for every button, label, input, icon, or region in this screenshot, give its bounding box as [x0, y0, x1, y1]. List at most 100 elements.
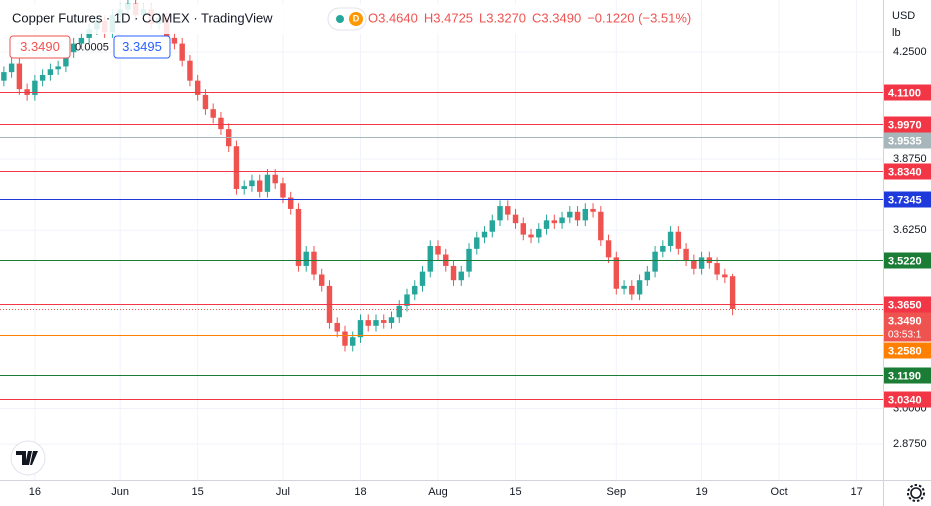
sell-price: 3.3490 [20, 39, 60, 54]
candle-body [334, 322, 340, 332]
x-tick-label: 16 [29, 486, 41, 498]
candle-body [381, 320, 387, 323]
status-dot [336, 15, 344, 23]
spread: 0.0005 [75, 41, 109, 53]
candle-body [512, 214, 519, 224]
candle-body [171, 37, 178, 44]
level-label: 4.1100 [884, 84, 931, 101]
candle-body [194, 80, 201, 95]
countdown-bg [884, 327, 931, 342]
candle-body [412, 285, 418, 295]
buy-price: 3.3495 [122, 39, 162, 54]
unit[interactable]: lb [892, 27, 901, 39]
countdown: 03:53:1 [888, 330, 922, 341]
level-label: 3.8340 [884, 163, 931, 180]
y-tick-label: 3.8750 [893, 153, 927, 165]
candle-body [39, 74, 46, 81]
x-tick-label: Sep [607, 486, 627, 498]
level-label-text: 3.7345 [888, 194, 922, 206]
tv-logo [10, 440, 46, 476]
candle-body [505, 206, 511, 215]
level-label: 3.9535 [884, 132, 931, 149]
candle-body [675, 231, 682, 249]
candle-body [458, 271, 464, 281]
level-label-bg [884, 163, 931, 180]
candle-body [427, 245, 433, 272]
symbol-title: Copper Futures · 1D · COMEX · TradingVie… [12, 10, 273, 25]
candle-body [16, 63, 23, 90]
candle-body [311, 251, 317, 275]
level-label-text: 3.3650 [888, 299, 922, 311]
level-label-bg [884, 252, 931, 269]
candle-body [729, 276, 736, 309]
sell-box[interactable] [9, 35, 71, 59]
candle-body [652, 251, 658, 272]
candle-body [365, 320, 371, 326]
candle-body [404, 294, 410, 306]
candle-body [629, 285, 635, 295]
candle-body [202, 94, 209, 110]
currency[interactable]: USD [892, 10, 915, 22]
level-label-bg [884, 391, 931, 408]
candle-body [613, 257, 620, 289]
candle-body [667, 231, 674, 246]
ohlc-value: −0.1220 (−3.51%) [587, 10, 691, 25]
ohlc-value: L3.3270 [479, 10, 526, 25]
candle-body [528, 234, 534, 238]
candle-body [249, 180, 255, 187]
level-label-text: 3.8340 [888, 166, 922, 178]
candle-body [582, 208, 589, 221]
plot-area [0, 0, 883, 480]
candle-body [350, 337, 356, 346]
candle-body [388, 317, 395, 323]
candle-body [47, 69, 54, 75]
candle-body [660, 245, 666, 252]
candle-body [574, 211, 581, 221]
candle-body [218, 117, 224, 130]
x-tick-label: Jul [276, 486, 290, 498]
candle-body [497, 206, 503, 221]
buy-box[interactable] [113, 35, 171, 59]
settings-button[interactable] [907, 484, 925, 502]
ohlc-value: H3.4725 [424, 10, 473, 25]
level-label-text: 4.1100 [888, 87, 921, 99]
level-label-bg [884, 367, 931, 384]
candle-body [559, 217, 565, 224]
level-label: 3.0340 [884, 391, 931, 408]
candle-body [264, 174, 271, 192]
level-label: 3.9970 [884, 116, 931, 133]
ohlc-value: C3.3490 [532, 10, 581, 25]
candle-body [280, 183, 286, 198]
level-label-bg [884, 342, 931, 359]
level-label-text: 3.9970 [888, 119, 922, 131]
candle-body [55, 66, 61, 70]
level-label: 3.3650 [884, 296, 931, 313]
interval-badge: D [353, 13, 360, 23]
candle-body [489, 220, 495, 232]
candle-body [644, 271, 651, 281]
candle-body [8, 63, 15, 73]
candle-body [256, 180, 263, 192]
x-tick-label: 17 [851, 486, 863, 498]
level-label-bg [884, 84, 931, 101]
candle-body [396, 305, 402, 318]
candle-body [272, 174, 278, 184]
candle-body [435, 245, 441, 255]
candle-body [691, 260, 697, 269]
price-boxes: 3.3490 0.0005 3.3495 [9, 35, 171, 59]
x-tick-label: 19 [695, 486, 707, 498]
x-tick-label: Oct [771, 486, 788, 498]
candle-body [179, 43, 185, 61]
candle-body [419, 271, 426, 286]
level-label-text: 3.9535 [888, 135, 922, 147]
level-label: 3.7345 [884, 191, 931, 208]
candle-body [210, 109, 216, 118]
candle-body [551, 220, 558, 224]
candle-body [288, 197, 294, 209]
level-label-bg [884, 132, 931, 149]
candle-body [1, 72, 7, 81]
candle-body [342, 331, 348, 346]
